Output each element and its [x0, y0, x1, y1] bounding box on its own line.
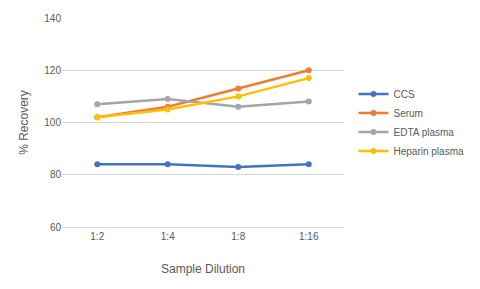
svg-text:Sample Dilution: Sample Dilution [161, 262, 245, 276]
svg-text:Heparin plasma: Heparin plasma [393, 146, 463, 157]
svg-text:80: 80 [50, 169, 62, 180]
svg-text:140: 140 [44, 13, 61, 24]
svg-text:CCS: CCS [393, 89, 414, 100]
svg-text:1:16: 1:16 [299, 231, 319, 242]
svg-text:1:4: 1:4 [161, 231, 175, 242]
svg-text:Serum: Serum [393, 108, 422, 119]
svg-text:1:8: 1:8 [231, 231, 245, 242]
svg-text:60: 60 [50, 222, 62, 233]
svg-text:1:2: 1:2 [90, 231, 104, 242]
svg-text:EDTA plasma: EDTA plasma [393, 127, 454, 138]
svg-text:% Recovery: % Recovery [17, 90, 31, 155]
svg-text:100: 100 [44, 117, 61, 128]
svg-text:120: 120 [44, 65, 61, 76]
